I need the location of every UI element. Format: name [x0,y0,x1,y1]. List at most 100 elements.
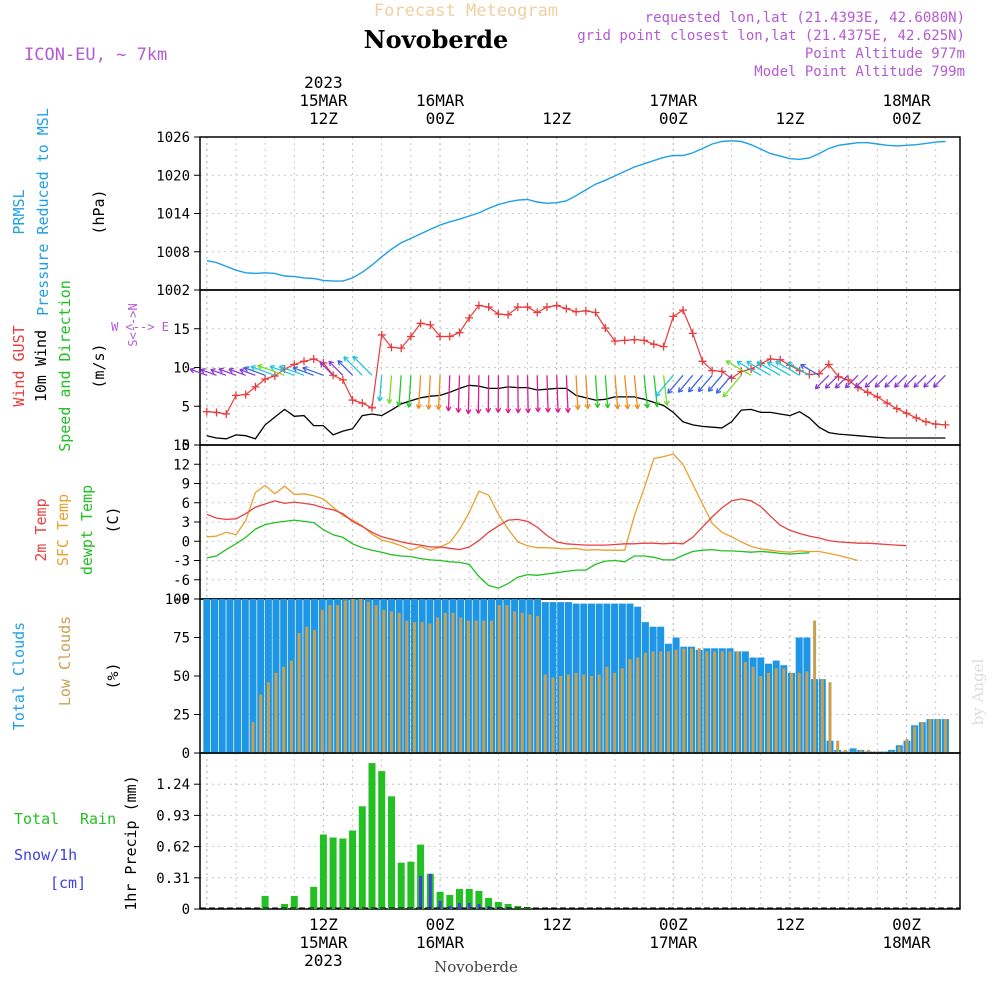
low-cloud-bar [605,666,609,753]
bottom-time-label: 17MAR [649,933,698,952]
rain-bar [319,834,327,909]
wind-direction-arrow [343,356,363,376]
total-cloud-bar [218,599,226,753]
low-cloud-bar [451,612,455,753]
gust-marker [358,399,367,408]
wind-direction-arrow [584,375,591,410]
grid-point-coords: grid point closest lon,lat (21.4375E, 42… [577,28,965,44]
low-cloud-bar [943,719,947,753]
wind-direction-arrow [328,360,344,376]
snow-bar [428,873,432,909]
low-cloud-bar [690,648,693,753]
wind-direction-arrow [604,375,611,409]
wind-ytick-label: 0 [182,438,190,454]
gust-marker [912,413,921,422]
gust-marker [397,344,406,353]
low-cloud-bar [366,602,370,753]
gust-marker [941,420,950,429]
wind-direction-arrow [893,374,907,388]
bottom-time-label: 00Z [892,915,921,934]
low-cloud-bar [551,677,555,753]
bottom-time-label: 18MAR [882,933,931,952]
precip-ytick-label: 1.24 [156,777,190,793]
low-cloud-bar [836,740,840,753]
rain-bar [456,888,463,909]
wind-direction-arrow [465,375,472,415]
wind-direction-arrow [824,374,839,389]
wind-direction-arrow [243,366,266,376]
low-cloud-bar [382,609,386,753]
total-rain-label: Total [14,810,59,828]
low-cloud-bar [682,648,686,753]
low-cloud-bar [559,676,563,753]
wind-direction-arrow [715,374,733,394]
requested-coords: requested lon,lat (21.4393E, 42.6080N) [645,10,965,26]
gust-marker [649,340,658,349]
low-cloud-bar [843,749,847,753]
low-cloud-bar [543,674,547,753]
gust-marker [465,313,474,322]
gust-marker [883,399,892,408]
credit-watermark: by Angel [969,658,987,725]
low-cloud-bar [297,632,301,753]
wind10-label: 10m Wind [32,330,50,402]
wind-direction-arrow [594,375,601,409]
dewpoint-label: dewpt Temp [78,485,96,575]
snow-bar [467,903,471,909]
gust-marker [299,357,308,366]
clouds-ytick-label: 0 [182,746,190,762]
gust-marker [610,337,619,346]
gust-marker [688,329,697,338]
low-cloud-bar [459,617,463,753]
top-time-label: 12Z [309,109,338,128]
low-cloud-bar [797,672,801,753]
low-cloud-bar [505,605,509,753]
snow-bar [458,903,461,909]
low-cloud-bar [536,615,540,753]
gust-marker [484,303,493,312]
low-cloud-bar [413,622,416,753]
low-cloud-bar [397,612,401,753]
bottom-time-label: 15MAR [299,933,348,952]
wind-direction-arrow [643,375,651,409]
precip-labels: Total Rain Snow/1h [cm] 1hr Precip (mm) [14,775,140,910]
temp-panel: -9 -6 -3 0 3 6 9 12 15 [173,438,961,608]
rain-bar [368,763,376,909]
gust-marker [513,303,522,312]
gust-marker [698,357,707,366]
wind-direction-label: Speed and Direction [56,280,74,452]
wind-direction-arrow [269,364,295,376]
rain-bar [485,897,493,909]
low-cloud-bar [913,726,917,753]
clouds-ytick-label: 100 [165,592,190,608]
low-cloud-bar [628,659,632,753]
gust-marker [552,301,561,310]
bottom-time-label: 00Z [659,915,688,934]
snow-bar [448,906,452,909]
wind-direction-arrow [775,360,800,376]
wind-direction-arrow [564,375,571,413]
rain-label: Rain [80,810,116,828]
rain-bar [388,796,395,909]
gust-marker [212,408,221,417]
clouds-ytick-label: 25 [173,708,190,724]
t2m-label: 2m Temp [32,498,50,561]
wind-direction-arrow [475,375,482,414]
temp-ytick-label: 9 [182,477,190,493]
low-cloud-bar [443,612,447,753]
wind-direction-arrow [445,375,452,412]
model-label: ICON-EU, ~ 7km [24,45,167,65]
total-cloud-bar [203,599,211,753]
gust-marker [416,319,425,328]
snow-unit-label: [cm] [50,874,86,892]
wind-direction-arrow [786,361,810,376]
low-cloud-bar [374,605,378,753]
gust-marker [640,336,649,345]
gust-marker [659,342,668,351]
wind-direction-arrow [756,361,781,376]
total-cloud-bar [257,599,265,753]
gust-marker [921,417,930,426]
wind-direction-arrow [913,374,927,388]
low-cloud-bar [405,620,409,753]
